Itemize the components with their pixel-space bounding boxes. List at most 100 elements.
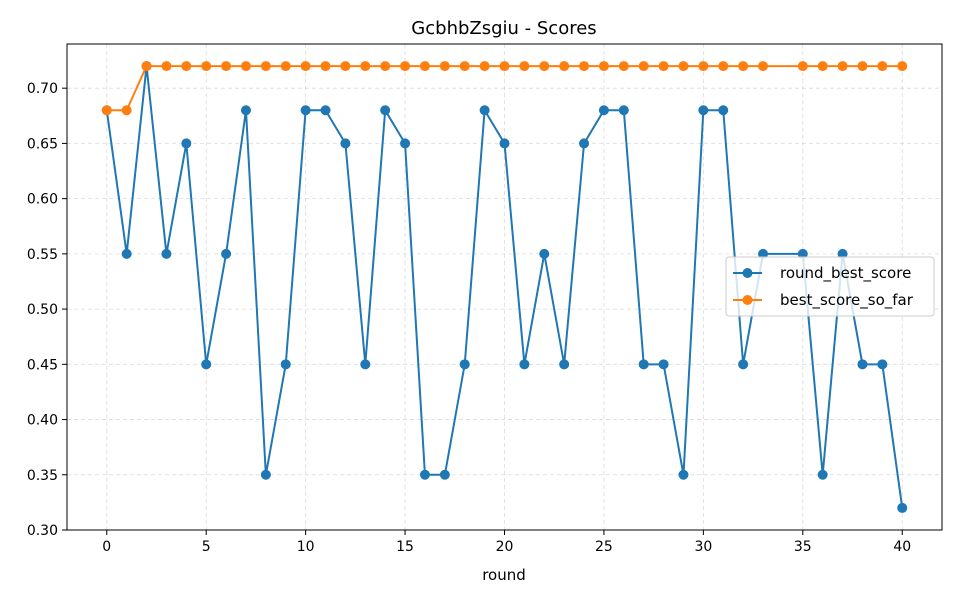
data-point [658,359,669,370]
data-point [161,61,172,72]
legend-item: round_best_score [733,264,911,283]
data-point [539,61,550,72]
data-point [260,61,271,72]
y-tick-label: 0.50 [27,302,58,318]
legend-marker [742,268,753,278]
data-point [300,105,311,116]
data-point [101,105,112,116]
data-point [797,248,808,259]
data-point [400,61,411,72]
data-point [519,61,530,72]
data-point [797,61,808,72]
data-point [240,61,251,72]
x-tick-label: 40 [893,539,911,555]
y-tick-label: 0.30 [27,523,58,539]
data-point [499,61,510,72]
data-point [479,61,490,72]
series-layer [101,61,908,513]
y-tick-label: 0.65 [27,136,58,152]
y-tick-label: 0.40 [27,413,58,429]
x-axis-label: round [482,566,526,584]
y-tick-label: 0.70 [27,81,58,97]
x-tick-label: 30 [694,539,712,555]
data-point [479,105,490,116]
legend-box [725,256,935,317]
data-point [360,359,371,370]
data-point [718,105,729,116]
y-tick-label: 0.60 [27,192,58,208]
data-point [738,61,749,72]
data-point [141,61,152,72]
data-point [837,248,848,259]
data-point [638,61,649,72]
data-point [857,359,868,370]
data-point [698,61,709,72]
data-point [280,359,291,370]
x-tick-label: 10 [297,539,315,555]
chart-title: GcbhbZsgiu - Scores [411,18,596,39]
data-point [380,105,391,116]
data-point [658,61,669,72]
data-point [181,61,192,72]
data-point [897,502,908,513]
data-point [121,248,132,259]
data-point [260,469,271,480]
data-point [579,138,590,149]
legend-marker [742,295,753,305]
data-point [738,359,749,370]
data-point [559,359,570,370]
data-point [698,105,709,116]
data-point [857,61,868,72]
series-best_score_so_far [101,61,908,116]
data-point [320,105,331,116]
data-point [718,61,729,72]
data-point [539,248,550,259]
axis-ticks: 0 5 10 15 20 25 30 35 40 0.30 0.35 0.40 0.45 0.50 0.55… [27,81,911,555]
data-point [499,138,510,149]
data-point [559,61,570,72]
data-point [439,469,450,480]
x-tick-label: 25 [595,539,613,555]
data-point [618,61,629,72]
x-tick-label: 15 [396,539,414,555]
x-tick-label: 20 [496,539,514,555]
data-point [439,61,450,72]
data-point [161,248,172,259]
data-point [181,138,192,149]
data-point [340,138,351,149]
data-point [837,61,848,72]
data-point [320,61,331,72]
data-point [678,61,689,72]
data-point [459,61,470,72]
data-point [877,359,888,370]
legend-item: best_score_so_far [733,291,914,310]
data-point [598,105,609,116]
data-point [400,138,411,149]
data-point [221,248,232,259]
data-point [221,61,232,72]
data-point [579,61,590,72]
data-point [121,105,132,116]
x-tick-label: 35 [794,539,812,555]
y-tick-label: 0.55 [27,247,58,263]
data-point [240,105,251,116]
data-point [300,61,311,72]
x-tick-label: 0 [102,539,111,555]
data-point [519,359,530,370]
data-point [758,248,769,259]
data-point [618,105,629,116]
data-point [201,359,212,370]
data-point [897,61,908,72]
data-point [638,359,649,370]
x-tick-label: 5 [202,539,211,555]
data-point [817,469,828,480]
data-point [419,469,430,480]
y-tick-label: 0.45 [27,357,58,373]
data-point [877,61,888,72]
y-tick-label: 0.35 [27,468,58,484]
data-point [380,61,391,72]
data-point [459,359,470,370]
legend: round_best_score best_score_so_far [725,256,935,317]
data-point [201,61,212,72]
